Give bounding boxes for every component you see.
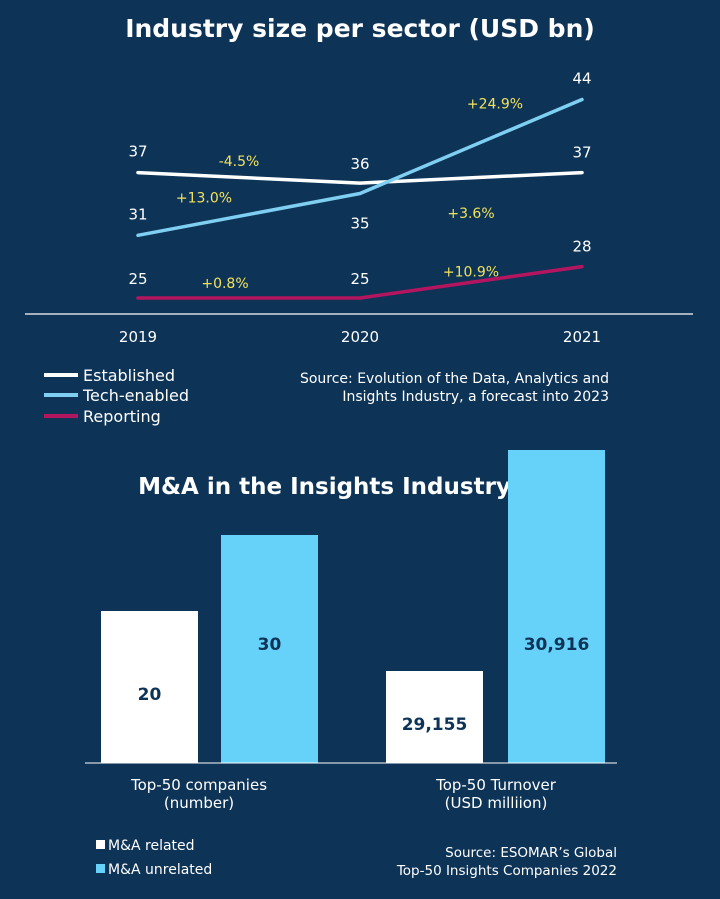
line-chart-source-line-2: Insights Industry, a forecast into 2023 [342, 389, 609, 405]
line-chart-source-line-1: Source: Evolution of the Data, Analytics… [300, 371, 609, 387]
change-label: +0.8% [201, 276, 248, 292]
bar-value-label: 30,916 [524, 635, 590, 655]
value-label: 44 [572, 70, 591, 88]
line-chart-title: Industry size per sector (USD bn) [125, 14, 595, 43]
bar-chart: M&A in the Insights Industry,2021 20 30 29… [85, 450, 617, 879]
value-label: 37 [572, 144, 591, 162]
change-label: +24.9% [467, 97, 523, 113]
line-legend: Established Tech-enabled Reporting [44, 366, 189, 426]
value-label: 36 [350, 155, 369, 173]
legend-label-ma-related: M&A related [108, 838, 195, 854]
legend-label-reporting: Reporting [83, 407, 161, 426]
bar-value-label: 29,155 [402, 715, 468, 735]
value-label: 37 [128, 143, 147, 161]
change-label: +13.0% [176, 190, 232, 206]
group-label-top50-turnover-sub: (USD milliion) [445, 794, 548, 812]
bar-value-label: 30 [258, 635, 282, 655]
bar-ma-related [386, 671, 483, 763]
bar-ma-unrelated [221, 535, 318, 763]
legend-label-established: Established [83, 366, 175, 385]
group-label-top50-turnover: Top-50 Turnover [435, 776, 557, 794]
value-label: 28 [572, 238, 591, 256]
change-label: +10.9% [443, 264, 499, 280]
bar-legend: M&A related M&A unrelated [96, 838, 212, 878]
legend-label-tech-enabled: Tech-enabled [82, 386, 189, 405]
series-line-reporting [136, 264, 584, 300]
change-label: -4.5% [219, 154, 260, 170]
change-label: +3.6% [447, 206, 494, 222]
x-tick-label: 2019 [119, 328, 157, 346]
value-label: 25 [128, 270, 147, 288]
bar-ma-related [101, 611, 198, 763]
x-tick-label: 2020 [341, 328, 379, 346]
x-tick-label: 2021 [563, 328, 601, 346]
series-line-established [136, 170, 584, 185]
line-chart: Industry size per sector (USD bn) 37 36 37… [25, 14, 693, 426]
legend-swatch-ma-unrelated [96, 864, 105, 873]
bar-chart-source-line-1: Source: ESOMAR’s Global [445, 845, 617, 861]
legend-label-ma-unrelated: M&A unrelated [108, 862, 212, 878]
value-label: 31 [128, 205, 147, 223]
bar-ma-unrelated [508, 450, 605, 763]
bar-value-label: 20 [138, 685, 162, 705]
group-label-top50-companies-sub: (number) [164, 794, 234, 812]
value-label: 25 [350, 270, 369, 288]
bar-chart-source-line-2: Top-50 Insights Companies 2022 [396, 863, 617, 879]
group-label-top50-companies: Top-50 companies [130, 776, 267, 794]
bar-chart-title: M&A in the Insights Industry,2021 [138, 474, 582, 500]
series-line-tech-enabled [136, 97, 584, 238]
value-label: 35 [350, 215, 369, 233]
legend-swatch-ma-related [96, 840, 105, 849]
